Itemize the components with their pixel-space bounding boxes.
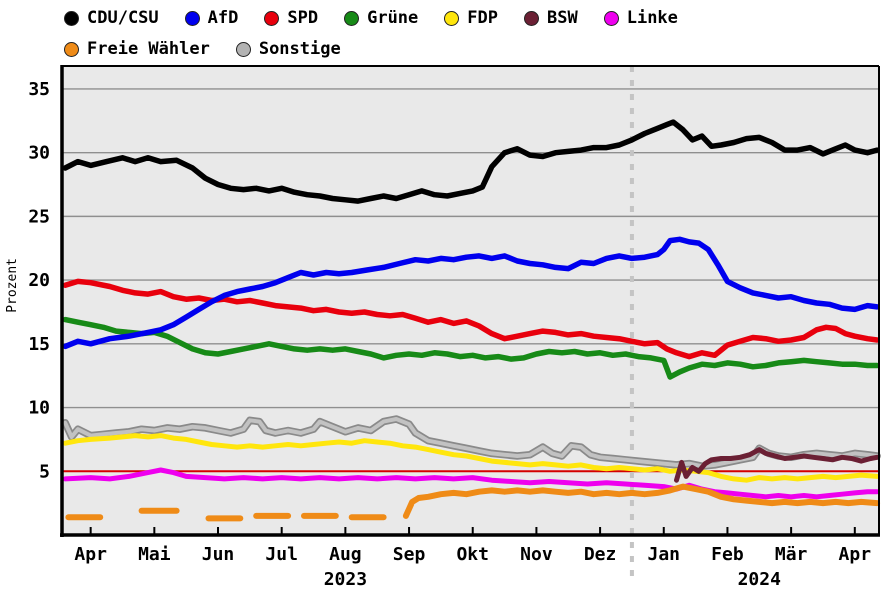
- legend-label-bsw: BSW: [547, 8, 578, 28]
- legend-item-fdp: FDP: [444, 8, 498, 28]
- legend-dot-sonstige: [235, 41, 251, 57]
- x-tick-label: Apr: [74, 544, 107, 565]
- x-tick-label: Apr: [839, 544, 872, 565]
- x-tick-label: Jul: [265, 544, 298, 565]
- legend-label-fdp: FDP: [467, 8, 498, 28]
- x-tick-label: Dez: [584, 544, 617, 565]
- y-tick-label: 25: [28, 206, 50, 227]
- legend-row: CDU/CSU AfD SPD Grüne FDP BSW Linke: [64, 3, 678, 33]
- legend-item-freie-waehler: Freie Wähler: [64, 39, 210, 59]
- series-line-freie-waehler: [402, 483, 881, 519]
- y-tick-label: 35: [28, 79, 50, 100]
- legend-item-linke: Linke: [603, 8, 678, 28]
- x-tick-label: Feb: [711, 544, 744, 565]
- y-tick-label: 10: [28, 398, 50, 419]
- y-tick-label: 20: [28, 270, 50, 291]
- series-line-fdp: [62, 433, 880, 483]
- legend-dot-bsw: [524, 10, 539, 26]
- series-line-cdu-csu: [62, 119, 880, 204]
- year-label: 2024: [738, 569, 782, 590]
- x-tick-label: Aug: [329, 544, 362, 565]
- legend-item-gruene: Grüne: [344, 8, 418, 28]
- legend-label-spd: SPD: [287, 8, 319, 28]
- series-line-linke: [62, 467, 880, 500]
- y-tick-label: 15: [28, 334, 50, 355]
- year-label: 2023: [324, 569, 367, 590]
- x-tick-label: Okt: [456, 544, 489, 565]
- legend-dot-freie-waehler: [64, 41, 79, 57]
- y-axis-title: Prozent: [5, 258, 20, 313]
- x-tick-label: Jun: [202, 544, 235, 565]
- legend-row: Freie Wähler Sonstige: [64, 34, 678, 64]
- series-line-gruene: [62, 316, 880, 380]
- x-tick-label: Mär: [775, 544, 808, 565]
- legend-label-cdu-csu: CDU/CSU: [87, 8, 159, 28]
- legend-label-linke: Linke: [626, 8, 678, 28]
- series-line-sonstige: [63, 417, 880, 469]
- legend-dot-spd: [264, 10, 280, 26]
- legend: CDU/CSU AfD SPD Grüne FDP BSW Linke Freie Wähle…: [64, 3, 678, 64]
- series-line-bsw: [674, 447, 880, 483]
- legend-item-bsw: BSW: [524, 8, 578, 28]
- legend-dot-gruene: [344, 10, 360, 26]
- legend-item-spd: SPD: [264, 8, 318, 28]
- x-tick-label: Jan: [648, 544, 681, 565]
- legend-label-gruene: Grüne: [367, 8, 419, 28]
- legend-item-cdu-csu: CDU/CSU: [64, 8, 159, 28]
- x-tick-label: Mai: [138, 544, 171, 565]
- y-tick-label: 5: [39, 461, 50, 482]
- series-line-afd: [62, 236, 880, 350]
- legend-dot-cdu-csu: [64, 10, 79, 26]
- legend-label-freie-waehler: Freie Wähler: [87, 39, 210, 59]
- legend-label-sonstige: Sonstige: [258, 39, 341, 59]
- legend-label-afd: AfD: [207, 8, 239, 28]
- legend-dot-linke: [603, 10, 619, 26]
- x-tick-label: Sep: [393, 544, 426, 565]
- legend-dot-afd: [184, 10, 200, 26]
- x-tick-label: Nov: [520, 544, 553, 565]
- legend-item-afd: AfD: [184, 8, 239, 28]
- y-tick-label: 30: [28, 143, 50, 164]
- legend-item-sonstige: Sonstige: [235, 39, 341, 59]
- legend-dot-fdp: [444, 10, 460, 26]
